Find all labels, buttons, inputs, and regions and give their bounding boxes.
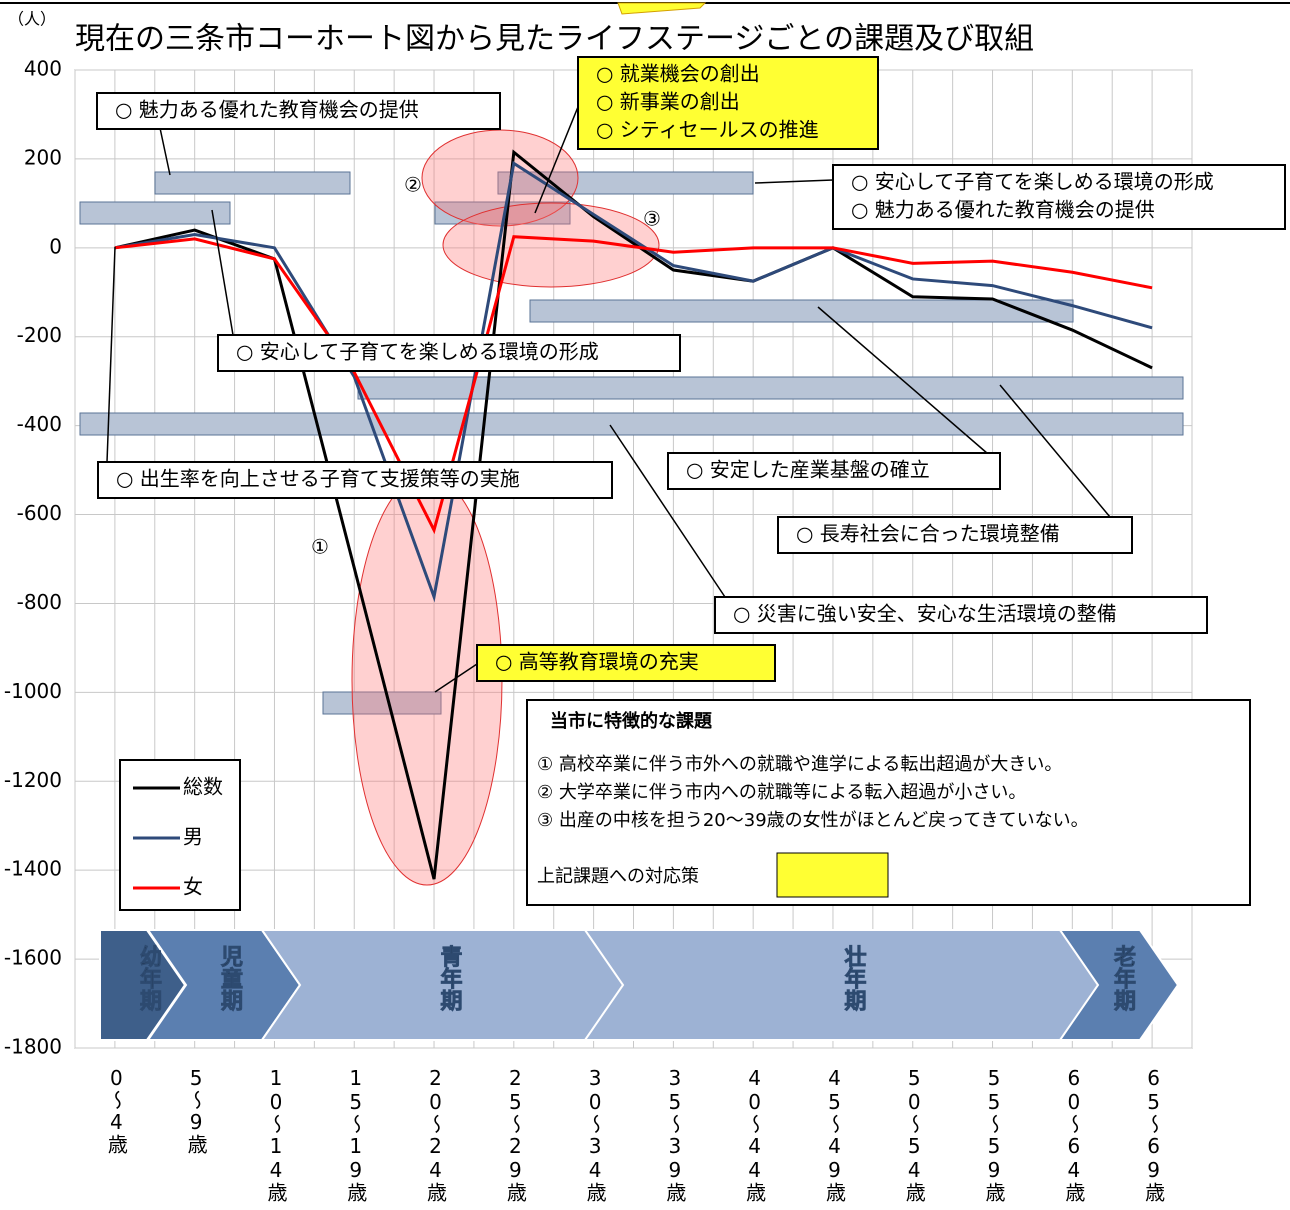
x-tick-label: 55～59歳 [982, 1066, 1006, 1202]
annotation-box [714, 596, 1208, 634]
response-label: 上記課題への対応策 [537, 866, 699, 887]
span-bar [154, 171, 351, 195]
y-tick-label: -200 [17, 323, 62, 347]
challenge-item: ① 高校卒業に伴う市外への就職や進学による転出超過が大きい。 [537, 754, 1062, 775]
annotation-text: ○ 安心して子育てを楽しめる環境の形成 [851, 170, 1214, 194]
x-tick-label: 65～69歳 [1142, 1066, 1166, 1202]
y-tick-label: -1600 [4, 946, 62, 970]
connector [817, 306, 996, 461]
stage-label: 幼年期 [136, 944, 162, 1012]
y-tick-label: 0 [49, 234, 62, 258]
annotation-text: ○ 就業機会の創出 [596, 62, 760, 86]
annotation-text: ○ 長寿社会に合った環境整備 [796, 522, 1060, 546]
stage-label: 児童期 [217, 945, 244, 1012]
annotation-box [667, 452, 1001, 490]
top-callout [617, 2, 707, 15]
annotation-box [97, 461, 613, 499]
series-line [114, 235, 1153, 535]
span-bar [529, 299, 1074, 323]
stage-label: 老年期 [1110, 945, 1137, 1012]
stage-label: 青年期 [437, 945, 463, 1012]
x-tick-label: 50～54歳 [902, 1066, 926, 1202]
x-tick-label: 20～24歳 [424, 1066, 448, 1202]
stage-label: 壮年期 [841, 945, 867, 1012]
annotation-text: ○ 出生率を向上させる子育て支援策等の実施 [116, 467, 520, 491]
annotation-text: ○ 新事業の創出 [596, 90, 740, 114]
x-tick-label: 10～14歳 [264, 1066, 288, 1202]
x-tick-label: 45～49歳 [822, 1066, 846, 1202]
series-line [114, 149, 1153, 880]
x-tick-label: 0～4歳 [104, 1066, 128, 1154]
annotation-box [577, 56, 879, 150]
series-line [114, 160, 1153, 603]
x-tick-label: 60～64歳 [1062, 1066, 1086, 1202]
annotation-text: ○ シティセールスの推進 [596, 118, 819, 142]
connector [159, 127, 171, 176]
annotation-box [832, 164, 1286, 230]
challenge-item: ③ 出産の中核を担う20～39歳の女性がほとんど戻ってきていない。 [537, 810, 1089, 831]
span-bar [79, 412, 1184, 436]
annotation-text: ○ 災害に強い安全、安心な生活環境の整備 [733, 602, 1117, 626]
challenge-title: 当市に特徴的な課題 [550, 710, 713, 732]
legend-label: 男 [183, 825, 203, 849]
legend-label: 女 [183, 875, 203, 899]
y-tick-label: -400 [17, 412, 62, 436]
x-tick-label: 40～44歳 [743, 1066, 767, 1202]
span-bar [357, 376, 1184, 400]
y-tick-label: 200 [24, 145, 62, 169]
x-tick-label: 30～34歳 [583, 1066, 607, 1202]
annotation-box [777, 516, 1133, 554]
y-tick-label: -1800 [4, 1035, 62, 1059]
connector [754, 179, 834, 184]
annotation-box [476, 644, 776, 682]
connector [434, 661, 481, 693]
annotation-text: ○ 安定した産業基盤の確立 [686, 458, 930, 482]
span-bar [497, 171, 754, 195]
y-unit: （人） [8, 10, 56, 29]
x-tick-label: 15～19歳 [344, 1066, 368, 1202]
connector [106, 246, 116, 463]
marker: ① [311, 535, 329, 559]
y-tick-label: -600 [17, 501, 62, 525]
y-tick-label: -1200 [4, 768, 62, 792]
response-swatch [776, 852, 889, 898]
legend-box [119, 759, 241, 911]
span-bar [79, 201, 231, 225]
connector [211, 209, 234, 336]
chart-title: 現在の三条市コーホート図から見たライフステージごとの課題及び取組 [75, 22, 1034, 57]
annotation-text: ○ 安心して子育てを楽しめる環境の形成 [236, 340, 599, 364]
connector [609, 424, 726, 598]
connector [534, 96, 583, 214]
challenge-item: ② 大学卒業に伴う市内への就職等による転入超過が小さい。 [537, 782, 1026, 803]
marker: ② [404, 173, 422, 197]
y-tick-label: -800 [17, 590, 62, 614]
marker: ③ [643, 207, 661, 231]
annotation-text: ○ 魅力ある優れた教育機会の提供 [115, 98, 419, 122]
connector [999, 384, 1111, 518]
annotation-text: ○ 魅力ある優れた教育機会の提供 [851, 198, 1155, 222]
annotation-text: ○ 高等教育環境の充実 [495, 650, 699, 674]
x-tick-label: 5～9歳 [184, 1066, 208, 1154]
x-tick-label: 35～39歳 [663, 1066, 687, 1202]
x-tick-label: 25～29歳 [503, 1066, 527, 1202]
y-tick-label: -1400 [4, 857, 62, 881]
y-tick-label: -1000 [4, 679, 62, 703]
annotation-box [96, 92, 501, 130]
legend-label: 総数 [183, 775, 223, 799]
y-tick-label: 400 [24, 57, 62, 81]
annotation-box [217, 334, 681, 372]
stage-chevron [1058, 929, 1180, 1041]
